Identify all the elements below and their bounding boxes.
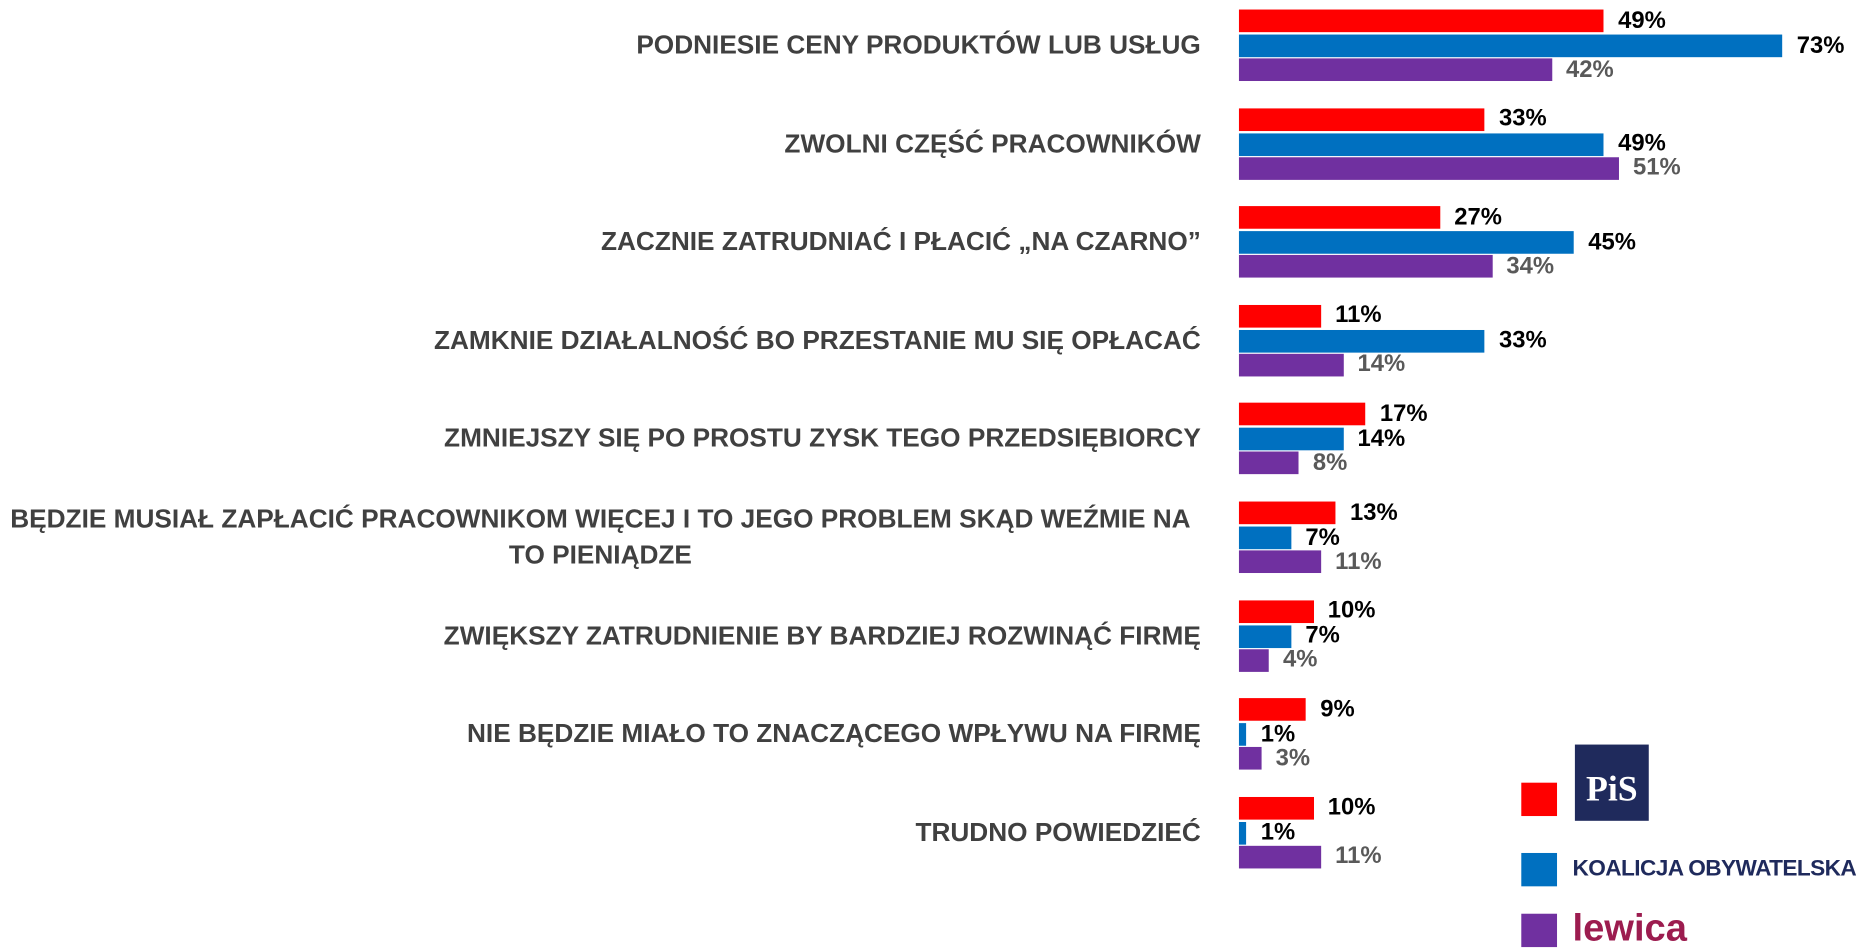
value-label: 13% bbox=[1350, 499, 1398, 526]
bar bbox=[1238, 132, 1604, 156]
category-label: ZWOLNI CZĘŚĆ PRACOWNIKÓW bbox=[784, 128, 1201, 158]
value-label: 11% bbox=[1335, 302, 1382, 329]
bar bbox=[1238, 821, 1247, 845]
bar bbox=[1238, 255, 1493, 278]
value-label: 11% bbox=[1335, 547, 1382, 575]
category-label: PODNIESIE CENY PRODUKTÓW LUB USŁUG bbox=[636, 29, 1201, 60]
bar bbox=[1238, 747, 1262, 770]
value-label: 10% bbox=[1327, 597, 1376, 624]
value-label: 51% bbox=[1632, 154, 1681, 181]
value-label: 3% bbox=[1275, 744, 1311, 771]
bar bbox=[1238, 599, 1314, 623]
category-label: ZWIĘKSZY ZATRUDNIENIE BY BARDZIEJ ROZWIN… bbox=[443, 620, 1201, 650]
value-label: 11% bbox=[1335, 843, 1382, 870]
bar bbox=[1238, 428, 1344, 451]
bar bbox=[1238, 231, 1575, 254]
bar bbox=[1238, 329, 1485, 353]
bar bbox=[1238, 353, 1344, 377]
category-label: NIE BĘDZIE MIAŁO TO ZNACZĄCEGO WPŁYWU NA… bbox=[467, 718, 1201, 749]
value-label: 33% bbox=[1498, 327, 1547, 354]
bar bbox=[1238, 648, 1269, 672]
bar bbox=[1238, 156, 1619, 180]
category-label: ZAMKNIE DZIAŁALNOŚĆ BO PRZESTANIE MU SIĘ… bbox=[433, 324, 1201, 355]
value-label: 7% bbox=[1305, 622, 1340, 649]
bar bbox=[1238, 304, 1321, 328]
bar bbox=[1238, 58, 1552, 82]
bar bbox=[1238, 796, 1314, 820]
value-label: 10% bbox=[1327, 794, 1376, 821]
value-label: 1% bbox=[1260, 819, 1296, 846]
bar bbox=[1238, 845, 1321, 869]
category-label: BĘDZIE MUSIAŁ ZAPŁACIĆ PRACOWNIKOM WIĘCE… bbox=[10, 503, 1191, 570]
category-label: ZMNIEJSZY SIĘ PO PROSTU ZYSK TEGO PRZEDS… bbox=[444, 423, 1201, 454]
legend-label: PiS bbox=[1574, 744, 1649, 821]
bar bbox=[1238, 451, 1299, 475]
value-label: 1% bbox=[1260, 720, 1296, 748]
value-label: 73% bbox=[1796, 32, 1845, 59]
bar bbox=[1238, 526, 1292, 550]
category-label: ZACZNIE ZATRUDNIAĆ I PŁACIĆ „NA CZARNO” bbox=[600, 226, 1201, 257]
bar bbox=[1238, 501, 1336, 525]
value-label: 42% bbox=[1565, 55, 1614, 83]
value-label: 17% bbox=[1379, 400, 1428, 427]
bar bbox=[1238, 403, 1366, 426]
legend-swatch bbox=[1521, 852, 1558, 887]
bar bbox=[1238, 107, 1485, 131]
value-label: 49% bbox=[1618, 7, 1666, 34]
value-label: 14% bbox=[1357, 351, 1406, 378]
legend-label: lewica bbox=[1572, 905, 1687, 949]
bar bbox=[1238, 34, 1783, 58]
value-label: 27% bbox=[1454, 203, 1502, 231]
bar bbox=[1238, 624, 1292, 648]
legend-label: KOALICJA OBYWATELSKA bbox=[1572, 856, 1857, 882]
bar bbox=[1238, 9, 1604, 33]
value-label: 34% bbox=[1506, 252, 1555, 279]
value-label: 4% bbox=[1283, 646, 1318, 673]
value-label: 33% bbox=[1498, 105, 1547, 132]
bar bbox=[1238, 698, 1306, 721]
bar bbox=[1238, 550, 1321, 574]
value-label: 14% bbox=[1357, 425, 1406, 452]
value-label: 49% bbox=[1618, 130, 1666, 157]
category-label: TRUDNO POWIEDZIEĆ bbox=[915, 816, 1201, 847]
legend-swatch bbox=[1521, 782, 1558, 817]
value-label: 8% bbox=[1312, 449, 1348, 476]
value-label: 45% bbox=[1588, 228, 1636, 256]
legend-swatch bbox=[1521, 913, 1558, 948]
bar bbox=[1238, 206, 1440, 229]
value-label: 7% bbox=[1305, 524, 1340, 551]
value-label: 9% bbox=[1320, 695, 1355, 723]
bar bbox=[1238, 723, 1247, 746]
